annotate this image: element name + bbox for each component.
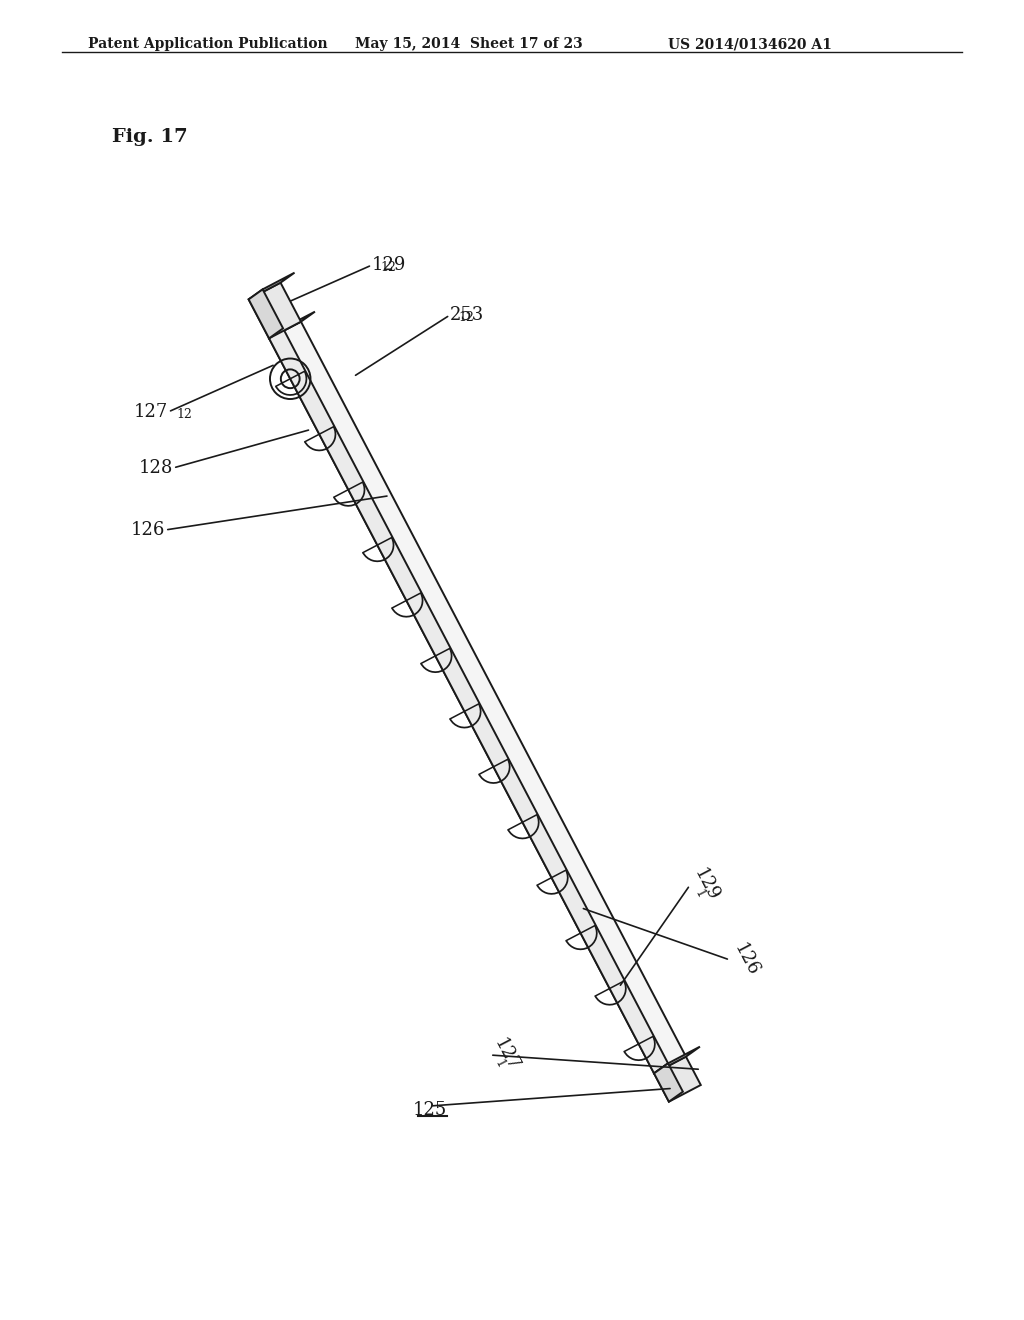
Text: 253: 253: [450, 306, 484, 323]
Text: Fig. 17: Fig. 17: [112, 128, 187, 147]
Text: Patent Application Publication: Patent Application Publication: [88, 37, 328, 51]
Text: 125: 125: [413, 1101, 447, 1119]
Text: 129: 129: [690, 866, 722, 904]
Text: 12: 12: [176, 408, 193, 421]
Text: 127: 127: [134, 403, 168, 421]
Polygon shape: [249, 289, 283, 338]
Text: 12: 12: [381, 261, 396, 275]
Polygon shape: [269, 329, 668, 1073]
Text: 126: 126: [730, 941, 762, 979]
Text: 12: 12: [459, 312, 474, 325]
Text: US 2014/0134620 A1: US 2014/0134620 A1: [668, 37, 831, 51]
Text: May 15, 2014  Sheet 17 of 23: May 15, 2014 Sheet 17 of 23: [355, 37, 583, 51]
Polygon shape: [654, 1047, 700, 1073]
Polygon shape: [269, 312, 315, 338]
Polygon shape: [249, 282, 301, 338]
Text: 128: 128: [138, 459, 173, 477]
Polygon shape: [654, 1056, 700, 1102]
Text: 126: 126: [131, 521, 165, 539]
Polygon shape: [654, 1064, 683, 1102]
Text: 1: 1: [691, 887, 707, 900]
Polygon shape: [249, 273, 295, 300]
Text: 1: 1: [492, 1057, 507, 1071]
Text: 127: 127: [490, 1036, 522, 1074]
Text: 129: 129: [372, 256, 407, 275]
Polygon shape: [269, 322, 686, 1073]
